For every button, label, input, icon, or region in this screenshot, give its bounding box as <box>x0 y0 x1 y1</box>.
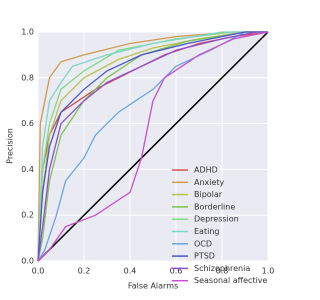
x-axis-label: False Alarms <box>128 282 178 291</box>
y-tick-label: 0.4 <box>21 165 34 174</box>
x-tick-label: 0.2 <box>78 267 91 276</box>
series-line <box>37 31 269 262</box>
legend-label: OCD <box>194 239 212 248</box>
legend-label: Anxiety <box>194 178 225 187</box>
x-tick-label: 1.0 <box>262 267 275 276</box>
series-line <box>37 31 268 262</box>
series-line <box>37 31 268 262</box>
y-tick-label: 0.0 <box>21 257 34 266</box>
chart: False Alarms Precision 0.0 0.2 0.4 0.6 0.8 1.… <box>6 28 275 291</box>
y-tick-label: 1.0 <box>21 28 34 37</box>
legend-label: Borderline <box>194 202 235 211</box>
series-line <box>37 31 268 262</box>
legend-label: Depression <box>194 215 239 224</box>
x-tick-label: 0.6 <box>170 267 183 276</box>
x-tick-label: 0.4 <box>124 267 137 276</box>
legend-label: ADHD <box>194 166 218 175</box>
series-line <box>37 31 268 262</box>
x-tick-label: 0.8 <box>216 267 229 276</box>
x-tick-label: 0.0 <box>32 267 45 276</box>
legend-label: Eating <box>194 227 219 236</box>
legend-label: Bipolar <box>194 190 223 199</box>
legend-label: PTSD <box>194 252 215 261</box>
y-tick-label: 0.6 <box>21 119 34 128</box>
series-line <box>37 31 268 262</box>
legend-label: Schizophrenia <box>194 264 250 273</box>
y-tick-label: 0.8 <box>21 73 34 82</box>
y-tick-label: 0.2 <box>21 211 34 220</box>
y-axis-label: Precision <box>6 128 15 164</box>
legend-label: Seasonal affective <box>194 276 268 285</box>
